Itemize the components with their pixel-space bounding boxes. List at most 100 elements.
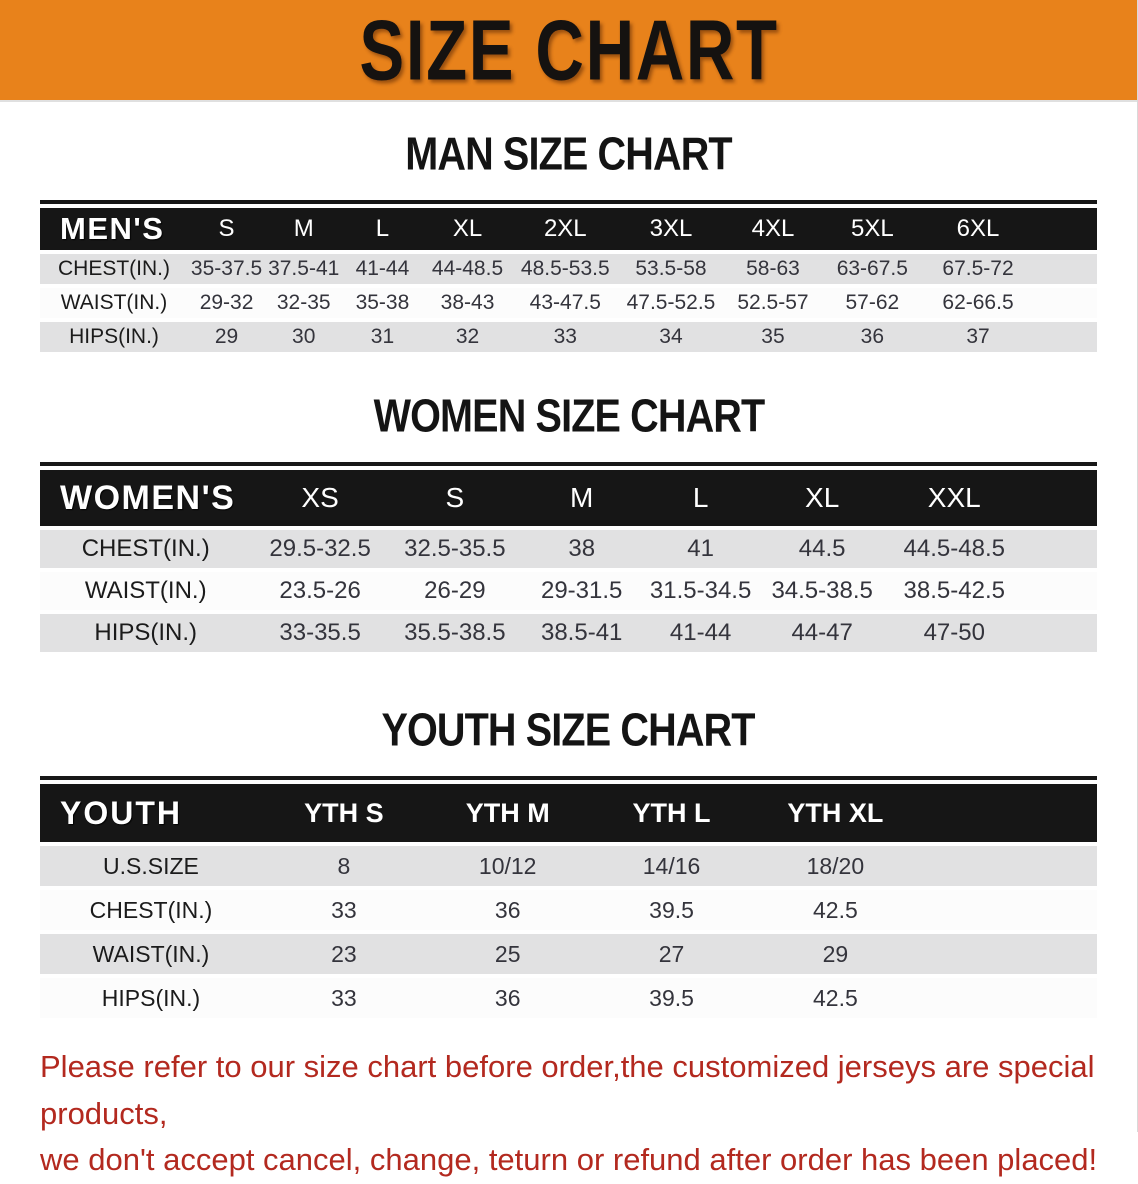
table-cell: 36: [860, 325, 884, 348]
table-cell: 33-35.5: [279, 619, 361, 646]
column-header: M: [520, 470, 643, 526]
table-row: HIPS(IN.) 33 36 39.5 42.5: [40, 978, 1097, 1018]
column-header: 3XL: [618, 208, 724, 250]
column-header: 5XL: [822, 208, 923, 250]
table-cell: 29-32: [199, 291, 254, 314]
table-cell: 31.5-34.5: [649, 577, 752, 604]
column-header: XL: [422, 208, 513, 250]
table-cell: 34.5-38.5: [771, 577, 873, 604]
table-cell: 36: [494, 984, 521, 1011]
mens-size-table: MEN'S S M L XL 2XL 3XL 4XL 5XL 6XL CHEST(IN.) 35-37…: [40, 204, 1097, 356]
table-cell: 37.5-41: [268, 257, 340, 280]
table-cell: 44-47: [791, 619, 853, 646]
row-label: HIPS(IN.): [94, 619, 198, 646]
table-cell: 38: [568, 535, 596, 562]
column-header: L: [642, 470, 759, 526]
table-cell: 35.5-38.5: [404, 619, 506, 646]
table-cell: 39.5: [649, 896, 694, 923]
row-spacer: [1034, 288, 1097, 318]
row-label: WAIST(IN.): [84, 577, 207, 604]
table-cell: 47-50: [923, 619, 985, 646]
table-cell: 32: [455, 325, 480, 348]
table-cell: 33: [553, 325, 577, 348]
table-cell: 39.5: [649, 984, 694, 1011]
column-header: 6XL: [922, 208, 1034, 250]
table-cell: 10/12: [478, 852, 537, 879]
row-spacer: [917, 978, 1097, 1018]
table-cell: 38-43: [440, 291, 495, 314]
row-label: CHEST(IN.): [57, 257, 170, 280]
size-chart-title: SIZE CHART: [358, 1, 779, 98]
row-label: HIPS(IN.): [69, 325, 159, 348]
table-cell: 35-38: [355, 291, 410, 314]
table-corner-label: YOUTH: [40, 784, 262, 842]
table-cell: 23: [331, 940, 357, 967]
mens-size-table-wrap: MEN'S S M L XL 2XL 3XL 4XL 5XL 6XL CHEST(IN.) 35-37…: [40, 200, 1097, 356]
table-cell: 43-47.5: [529, 291, 601, 314]
column-header: 2XL: [512, 208, 619, 250]
womens-size-table: WOMEN'S XS S M L XL XXL CHEST(IN.) 29.5-32.5 32.5…: [40, 466, 1097, 656]
table-row: HIPS(IN.) 29 30 31 32 33 34 35 36 37: [40, 322, 1097, 352]
row-spacer: [1034, 322, 1097, 352]
table-cell: 29: [822, 940, 849, 967]
youth-chart-heading-text: YOUTH SIZE CHART: [381, 702, 756, 756]
table-row: WAIST(IN.) 23.5-26 26-29 29-31.5 31.5-34.5 34…: [40, 572, 1097, 610]
table-row: WAIST(IN.) 29-32 32-35 35-38 38-43 43-47.5 47.…: [40, 288, 1097, 318]
row-spacer: [917, 890, 1097, 930]
table-cell: 33: [331, 896, 357, 923]
header-spacer: [1022, 470, 1097, 526]
table-cell: 42.5: [812, 984, 858, 1011]
table-cell: 23.5-26: [279, 577, 361, 604]
youth-chart-heading: YOUTH SIZE CHART: [0, 702, 1137, 756]
disclaimer-line-2: we don't accept cancel, change, teturn o…: [40, 1142, 1098, 1177]
row-label: U.S.SIZE: [103, 852, 199, 879]
table-cell: 48.5-53.5: [520, 257, 610, 280]
mens-chart-heading: MAN SIZE CHART: [0, 126, 1137, 180]
table-cell: 53.5-58: [635, 257, 707, 280]
column-header: XXL: [885, 470, 1023, 526]
table-cell: 14/16: [642, 852, 701, 879]
column-header: 4XL: [723, 208, 823, 250]
table-cell: 57-62: [845, 291, 900, 314]
table-row: CHEST(IN.) 29.5-32.5 32.5-35.5 38 41 44.5 44.5…: [40, 530, 1097, 568]
mens-chart-heading-text: MAN SIZE CHART: [405, 126, 732, 180]
table-header-row: MEN'S S M L XL 2XL 3XL 4XL 5XL 6XL: [40, 208, 1097, 250]
table-cell: 63-67.5: [836, 257, 908, 280]
table-cell: 52.5-57: [737, 291, 809, 314]
table-cell: 29: [214, 325, 239, 348]
row-spacer: [1023, 614, 1097, 652]
table-cell: 44.5-48.5: [903, 535, 1005, 562]
table-cell: 41: [687, 535, 714, 562]
table-cell: 18/20: [806, 852, 865, 879]
table-cell: 32-35: [276, 291, 331, 314]
womens-chart-heading: WOMEN SIZE CHART: [0, 388, 1137, 442]
size-chart-banner: SIZE CHART: [0, 0, 1137, 102]
table-cell: 29-31.5: [540, 577, 623, 604]
row-label: WAIST(IN.): [60, 291, 168, 314]
table-cell: 44.5: [798, 535, 846, 562]
table-corner-label: MEN'S: [40, 208, 188, 250]
table-cell: 8: [337, 852, 351, 879]
table-cell: 41-44: [355, 257, 410, 280]
womens-size-table-wrap: WOMEN'S XS S M L XL XXL CHEST(IN.) 29.5-32.5 32.5…: [40, 462, 1097, 656]
table-cell: 25: [494, 940, 521, 967]
table-row: WAIST(IN.) 23 25 27 29: [40, 934, 1097, 974]
table-row: CHEST(IN.) 33 36 39.5 42.5: [40, 890, 1097, 930]
table-cell: 67.5-72: [942, 257, 1014, 280]
column-header: YTH XL: [753, 784, 918, 842]
table-cell: 58-63: [746, 257, 800, 280]
row-spacer: [917, 846, 1097, 886]
youth-size-table-wrap: YOUTH YTH S YTH M YTH L YTH XL U.S.SIZE 8 10/12…: [40, 776, 1097, 1022]
row-label: HIPS(IN.): [101, 984, 201, 1011]
header-spacer: [917, 784, 1097, 842]
womens-chart-heading-text: WOMEN SIZE CHART: [373, 388, 765, 442]
column-header: XS: [251, 470, 389, 526]
table-cell: 62-66.5: [942, 291, 1014, 314]
table-cell: 41-44: [669, 619, 732, 646]
row-label: WAIST(IN.): [92, 940, 210, 967]
row-spacer: [1034, 254, 1097, 284]
table-cell: 37: [966, 325, 990, 348]
disclaimer: Please refer to our size chart before or…: [40, 1044, 1117, 1184]
column-header: M: [265, 208, 343, 250]
column-header: L: [342, 208, 423, 250]
